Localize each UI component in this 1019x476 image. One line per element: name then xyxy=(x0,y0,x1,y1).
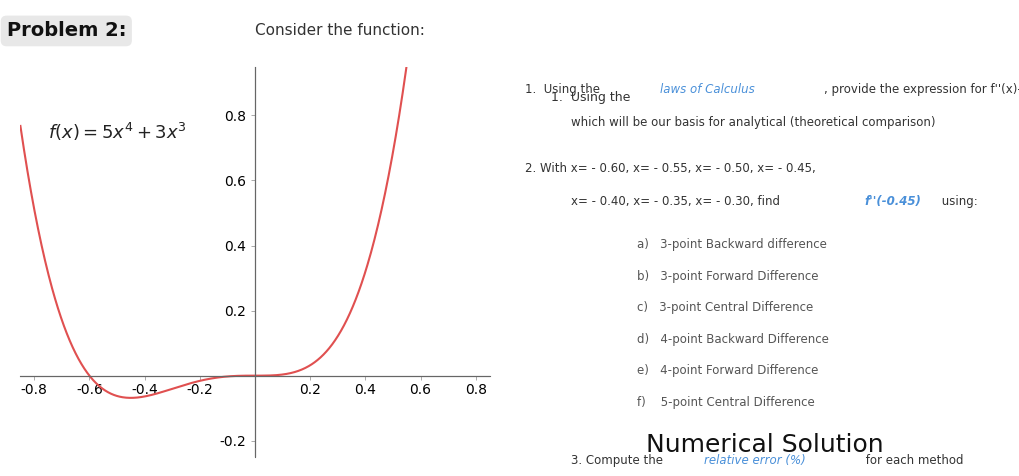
Text: laws of Calculus: laws of Calculus xyxy=(660,83,754,96)
Text: Problem 2:: Problem 2: xyxy=(6,21,126,40)
Text: f''(-0.45): f''(-0.45) xyxy=(864,195,920,208)
Text: for each method: for each method xyxy=(861,454,963,466)
Text: , provide the expression for f''(x)-: , provide the expression for f''(x)- xyxy=(823,83,1019,96)
Text: b)   3-point Forward Difference: b) 3-point Forward Difference xyxy=(637,270,818,283)
Text: which will be our basis for analytical (theoretical comparison): which will be our basis for analytical (… xyxy=(571,116,934,129)
Text: 3. Compute the: 3. Compute the xyxy=(571,454,666,466)
Text: Numerical Solution: Numerical Solution xyxy=(646,433,882,457)
Text: using:: using: xyxy=(937,195,977,208)
Text: relative error (%): relative error (%) xyxy=(703,454,805,466)
Text: 1.  Using the: 1. Using the xyxy=(525,83,603,96)
Text: $f(x) = 5x^4 + 3x^3$: $f(x) = 5x^4 + 3x^3$ xyxy=(48,120,186,143)
Text: f)    5-point Central Difference: f) 5-point Central Difference xyxy=(637,396,814,409)
Text: a)   3-point Backward difference: a) 3-point Backward difference xyxy=(637,238,826,251)
Text: e)   4-point Forward Difference: e) 4-point Forward Difference xyxy=(637,364,818,377)
Text: x= - 0.40, x= - 0.35, x= - 0.30, find: x= - 0.40, x= - 0.35, x= - 0.30, find xyxy=(571,195,784,208)
Text: 1.  Using the: 1. Using the xyxy=(550,91,634,104)
Text: 2. With x= - 0.60, x= - 0.55, x= - 0.50, x= - 0.45,: 2. With x= - 0.60, x= - 0.55, x= - 0.50,… xyxy=(525,162,815,175)
Text: d)   4-point Backward Difference: d) 4-point Backward Difference xyxy=(637,333,828,346)
Text: c)   3-point Central Difference: c) 3-point Central Difference xyxy=(637,301,813,314)
Text: Consider the function:: Consider the function: xyxy=(255,23,425,39)
